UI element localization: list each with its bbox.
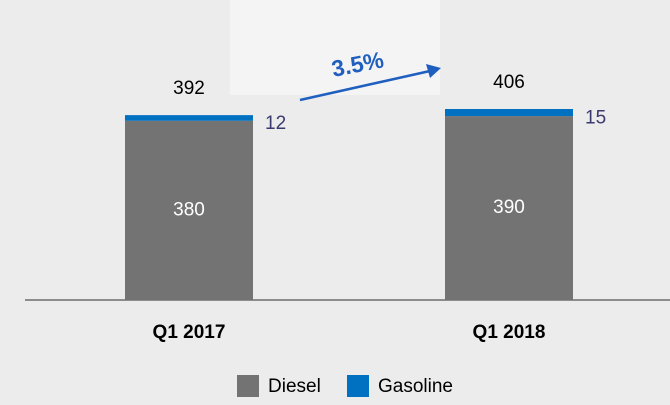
arrow-head [426,64,441,78]
bar-segment [125,120,253,300]
legend-swatch [237,375,259,397]
total-label: 406 [493,72,525,93]
growth-arrow [299,69,431,102]
value-label: 12 [265,113,286,134]
legend-swatch [347,375,369,397]
legend-label: Gasoline [378,376,453,397]
annotation-box [230,0,440,95]
bar-segment [445,109,573,117]
value-label: 15 [585,108,606,129]
x-tick-label: Q1 2018 [473,322,546,343]
bar-segment [125,115,253,121]
value-label: 380 [173,199,205,220]
legend-label: Diesel [268,376,321,397]
bar-segment [445,116,573,301]
total-label: 392 [173,78,205,99]
x-tick-label: Q1 2017 [153,322,226,343]
value-label: 390 [493,197,525,218]
